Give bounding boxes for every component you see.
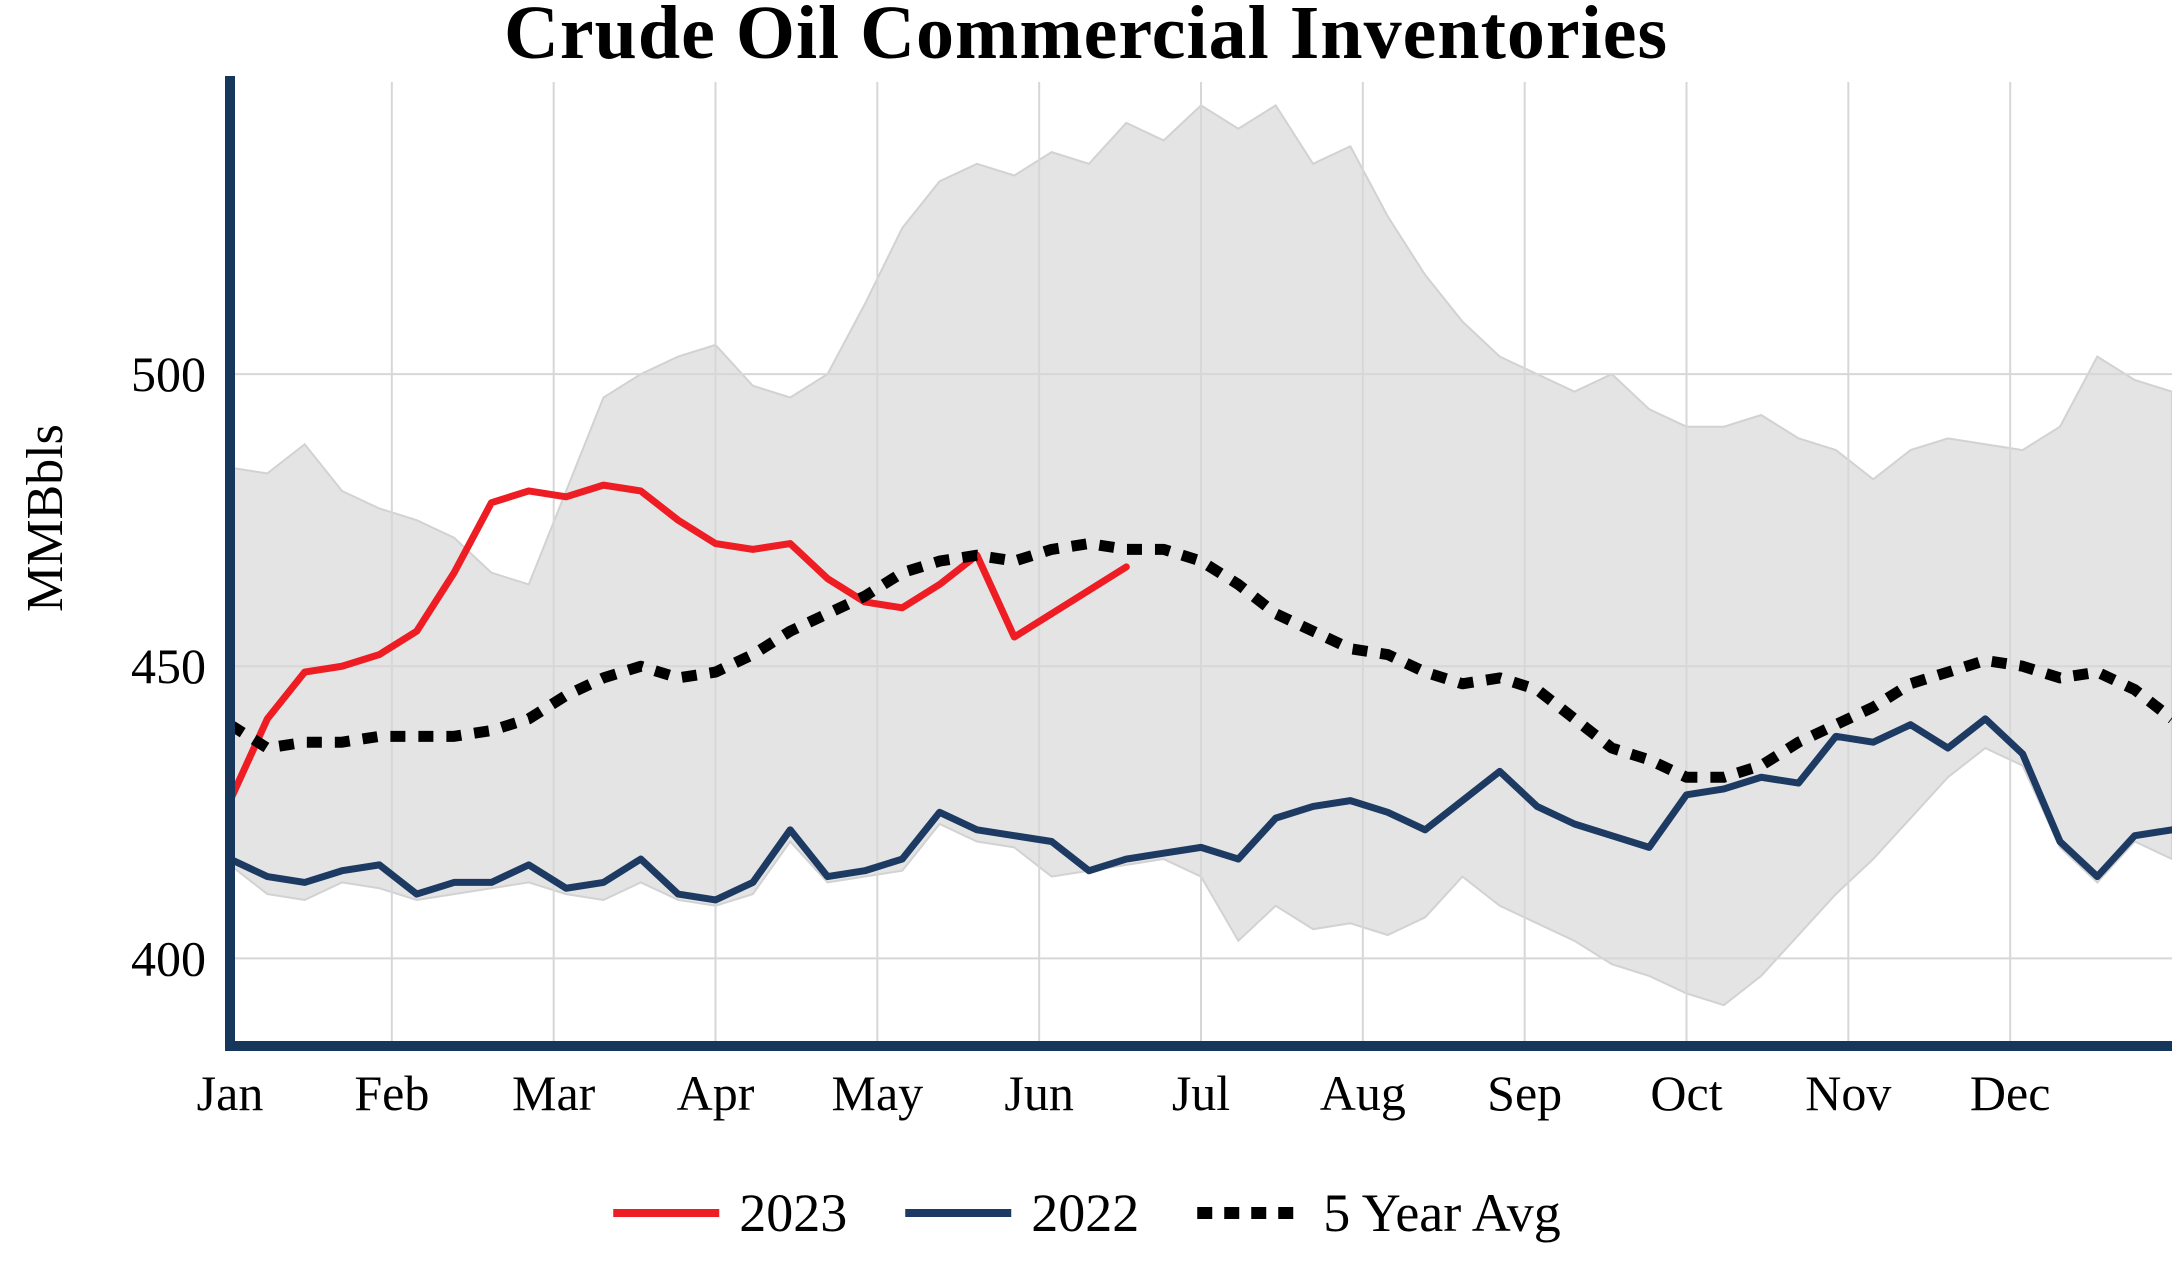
legend-line-sample-dotted <box>1197 1207 1304 1219</box>
x-tick-label-Jul: Jul <box>1172 1065 1230 1121</box>
x-tick-label-Aug: Aug <box>1320 1065 1406 1121</box>
x-tick-label-Mar: Mar <box>512 1065 596 1121</box>
x-tick-label-Oct: Oct <box>1650 1065 1722 1121</box>
chart-legend: 2023 2022 5 Year Avg <box>611 1182 1561 1244</box>
x-tick-label-Sep: Sep <box>1487 1065 1562 1121</box>
legend-label: 5 Year Avg <box>1323 1183 1561 1243</box>
legend-item-2022: 2022 <box>903 1182 1139 1244</box>
x-tick-label-Jan: Jan <box>197 1065 264 1121</box>
tick-labels: Jan Feb Mar Apr May Jun Jul Aug Sep Oct Nov Dec 400 4… <box>131 346 2050 1121</box>
x-tick-label-Jun: Jun <box>1004 1065 1073 1121</box>
x-tick-label-Dec: Dec <box>1970 1065 2051 1121</box>
y-tick-label-500: 500 <box>131 346 206 402</box>
legend-label: 2022 <box>1031 1183 1140 1243</box>
legend-label: 2023 <box>739 1183 848 1243</box>
legend-line-sample-solid <box>905 1209 1012 1217</box>
chart-title: Crude Oil Commercial Inventories <box>503 0 1669 75</box>
x-tick-label-Nov: Nov <box>1805 1065 1891 1121</box>
x-tick-label-Apr: Apr <box>677 1065 755 1121</box>
legend-item-2023: 2023 <box>611 1182 847 1244</box>
y-tick-label-400: 400 <box>131 930 206 986</box>
series-line-2022 <box>226 715 2172 904</box>
x-tick-label-May: May <box>832 1065 924 1121</box>
legend-item-5-year-avg: 5 Year Avg <box>1195 1182 1561 1244</box>
legend-line-sample-solid <box>613 1209 720 1217</box>
series-line-5-year-avg <box>227 538 2172 783</box>
y-tick-label-450: 450 <box>131 638 206 694</box>
x-tick-label-Feb: Feb <box>354 1065 429 1121</box>
